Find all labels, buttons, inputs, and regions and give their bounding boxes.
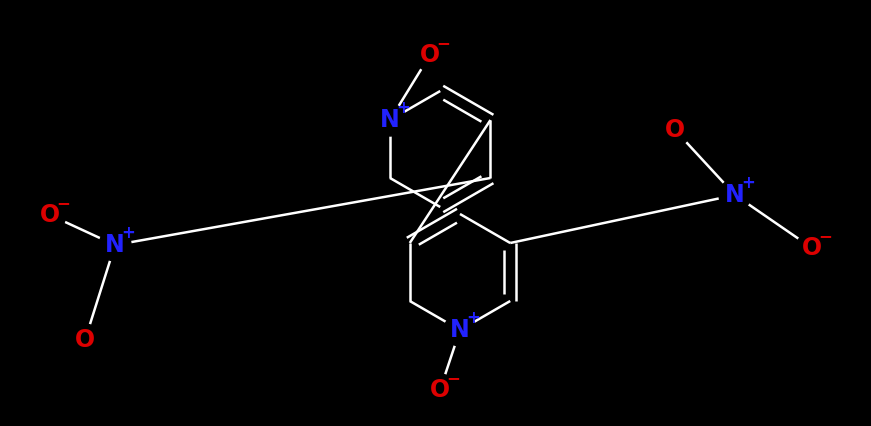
Circle shape	[374, 104, 406, 136]
Text: −: −	[436, 34, 450, 52]
Circle shape	[69, 324, 101, 356]
Text: O: O	[802, 236, 822, 260]
Text: N: N	[726, 183, 745, 207]
Text: O: O	[40, 203, 60, 227]
Text: −: −	[446, 369, 460, 387]
Text: +: +	[741, 174, 755, 192]
Circle shape	[444, 314, 476, 346]
Text: −: −	[56, 194, 70, 212]
Text: +: +	[466, 309, 480, 327]
Text: N: N	[380, 108, 400, 132]
Circle shape	[34, 199, 66, 231]
Circle shape	[424, 374, 456, 406]
Circle shape	[796, 232, 828, 264]
Text: +: +	[396, 99, 410, 117]
Text: O: O	[430, 378, 450, 402]
Circle shape	[719, 179, 751, 211]
Circle shape	[659, 114, 691, 146]
Circle shape	[414, 39, 446, 71]
Text: O: O	[75, 328, 95, 352]
Text: O: O	[665, 118, 685, 142]
Text: +: +	[121, 224, 135, 242]
Text: N: N	[105, 233, 125, 257]
Text: −: −	[818, 227, 832, 245]
Text: N: N	[450, 318, 469, 342]
Circle shape	[99, 229, 131, 261]
Text: O: O	[420, 43, 440, 67]
